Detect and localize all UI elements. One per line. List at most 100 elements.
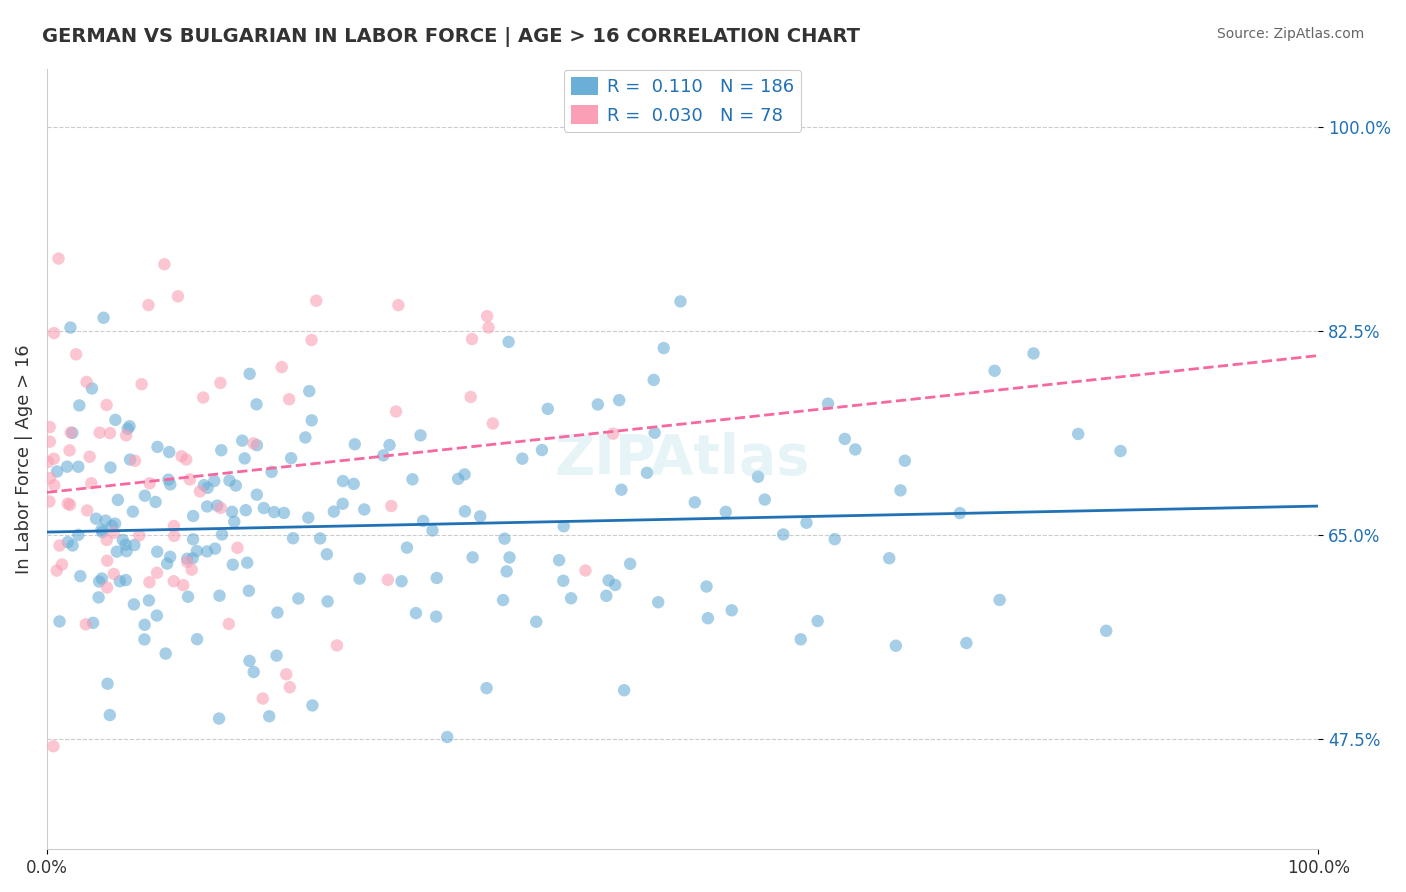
Bulgarians bbox=[179, 472, 201, 486]
Germans bbox=[90, 572, 112, 586]
Germans bbox=[983, 364, 1005, 378]
Germans bbox=[197, 481, 219, 495]
Germans bbox=[409, 428, 432, 442]
Bulgarians bbox=[98, 426, 121, 441]
Germans bbox=[436, 730, 458, 744]
Germans bbox=[422, 524, 444, 538]
Germans bbox=[988, 593, 1011, 607]
Germans bbox=[105, 544, 128, 558]
Germans bbox=[146, 440, 169, 454]
Germans bbox=[253, 501, 276, 516]
Germans bbox=[67, 399, 90, 413]
Germans bbox=[796, 516, 818, 530]
Germans bbox=[425, 609, 447, 624]
Germans bbox=[90, 523, 112, 537]
Germans bbox=[537, 401, 560, 416]
Bulgarians bbox=[51, 558, 73, 572]
Bulgarians bbox=[59, 425, 82, 440]
Germans bbox=[245, 397, 267, 411]
Germans bbox=[101, 518, 124, 533]
Germans bbox=[714, 505, 737, 519]
Bulgarians bbox=[602, 426, 624, 441]
Bulgarians bbox=[482, 417, 505, 431]
Germans bbox=[246, 438, 269, 452]
Bulgarians bbox=[163, 529, 186, 543]
Germans bbox=[80, 382, 103, 396]
Germans bbox=[218, 474, 240, 488]
Germans bbox=[884, 639, 907, 653]
Bulgarians bbox=[38, 434, 60, 449]
Germans bbox=[82, 615, 104, 630]
Bulgarians bbox=[38, 420, 60, 434]
Germans bbox=[208, 589, 231, 603]
Germans bbox=[287, 591, 309, 606]
Bulgarians bbox=[80, 476, 103, 491]
Bulgarians bbox=[115, 428, 138, 442]
Bulgarians bbox=[48, 539, 70, 553]
Germans bbox=[412, 514, 434, 528]
Bulgarians bbox=[387, 298, 409, 312]
Germans bbox=[586, 397, 609, 411]
Germans bbox=[349, 572, 371, 586]
Bulgarians bbox=[574, 564, 596, 578]
Germans bbox=[122, 505, 145, 519]
Bulgarians bbox=[59, 498, 82, 512]
Germans bbox=[89, 574, 111, 589]
Germans bbox=[146, 545, 169, 559]
Y-axis label: In Labor Force | Age > 16: In Labor Force | Age > 16 bbox=[15, 344, 32, 574]
Bulgarians bbox=[146, 566, 169, 580]
Germans bbox=[530, 443, 553, 458]
Bulgarians bbox=[278, 680, 301, 694]
Germans bbox=[495, 565, 517, 579]
Germans bbox=[159, 549, 181, 564]
Bulgarians bbox=[131, 377, 153, 392]
Germans bbox=[510, 451, 533, 466]
Bulgarians bbox=[96, 398, 118, 412]
Germans bbox=[1022, 346, 1045, 360]
Bulgarians bbox=[242, 436, 264, 450]
Germans bbox=[494, 532, 516, 546]
Germans bbox=[636, 466, 658, 480]
Germans bbox=[754, 492, 776, 507]
Legend: R =  0.110   N = 186, R =  0.030   N = 78: R = 0.110 N = 186, R = 0.030 N = 78 bbox=[564, 70, 801, 132]
Germans bbox=[238, 654, 260, 668]
Bulgarians bbox=[89, 425, 111, 440]
Germans bbox=[207, 499, 229, 513]
Bulgarians bbox=[167, 289, 190, 303]
Germans bbox=[124, 538, 146, 552]
Germans bbox=[84, 511, 107, 525]
Germans bbox=[343, 476, 366, 491]
Bulgarians bbox=[301, 333, 323, 347]
Germans bbox=[297, 510, 319, 524]
Bulgarians bbox=[270, 359, 292, 374]
Germans bbox=[145, 495, 167, 509]
Bulgarians bbox=[218, 617, 240, 632]
Bulgarians bbox=[278, 392, 301, 407]
Germans bbox=[470, 509, 492, 524]
Bulgarians bbox=[153, 257, 176, 271]
Bulgarians bbox=[209, 500, 232, 515]
Germans bbox=[91, 525, 114, 540]
Bulgarians bbox=[96, 533, 118, 547]
Germans bbox=[186, 544, 208, 558]
Bulgarians bbox=[58, 443, 80, 458]
Germans bbox=[498, 334, 520, 349]
Germans bbox=[94, 514, 117, 528]
Bulgarians bbox=[65, 347, 87, 361]
Germans bbox=[204, 541, 226, 556]
Germans bbox=[67, 528, 90, 542]
Germans bbox=[894, 454, 917, 468]
Germans bbox=[118, 419, 141, 434]
Germans bbox=[263, 505, 285, 519]
Bulgarians bbox=[172, 578, 194, 592]
Germans bbox=[1067, 427, 1090, 442]
Germans bbox=[62, 539, 84, 553]
Germans bbox=[233, 451, 256, 466]
Germans bbox=[59, 320, 82, 334]
Bulgarians bbox=[44, 478, 66, 492]
Germans bbox=[209, 443, 232, 458]
Germans bbox=[524, 615, 547, 629]
Germans bbox=[134, 489, 156, 503]
Bulgarians bbox=[128, 528, 150, 542]
Bulgarians bbox=[103, 566, 125, 581]
